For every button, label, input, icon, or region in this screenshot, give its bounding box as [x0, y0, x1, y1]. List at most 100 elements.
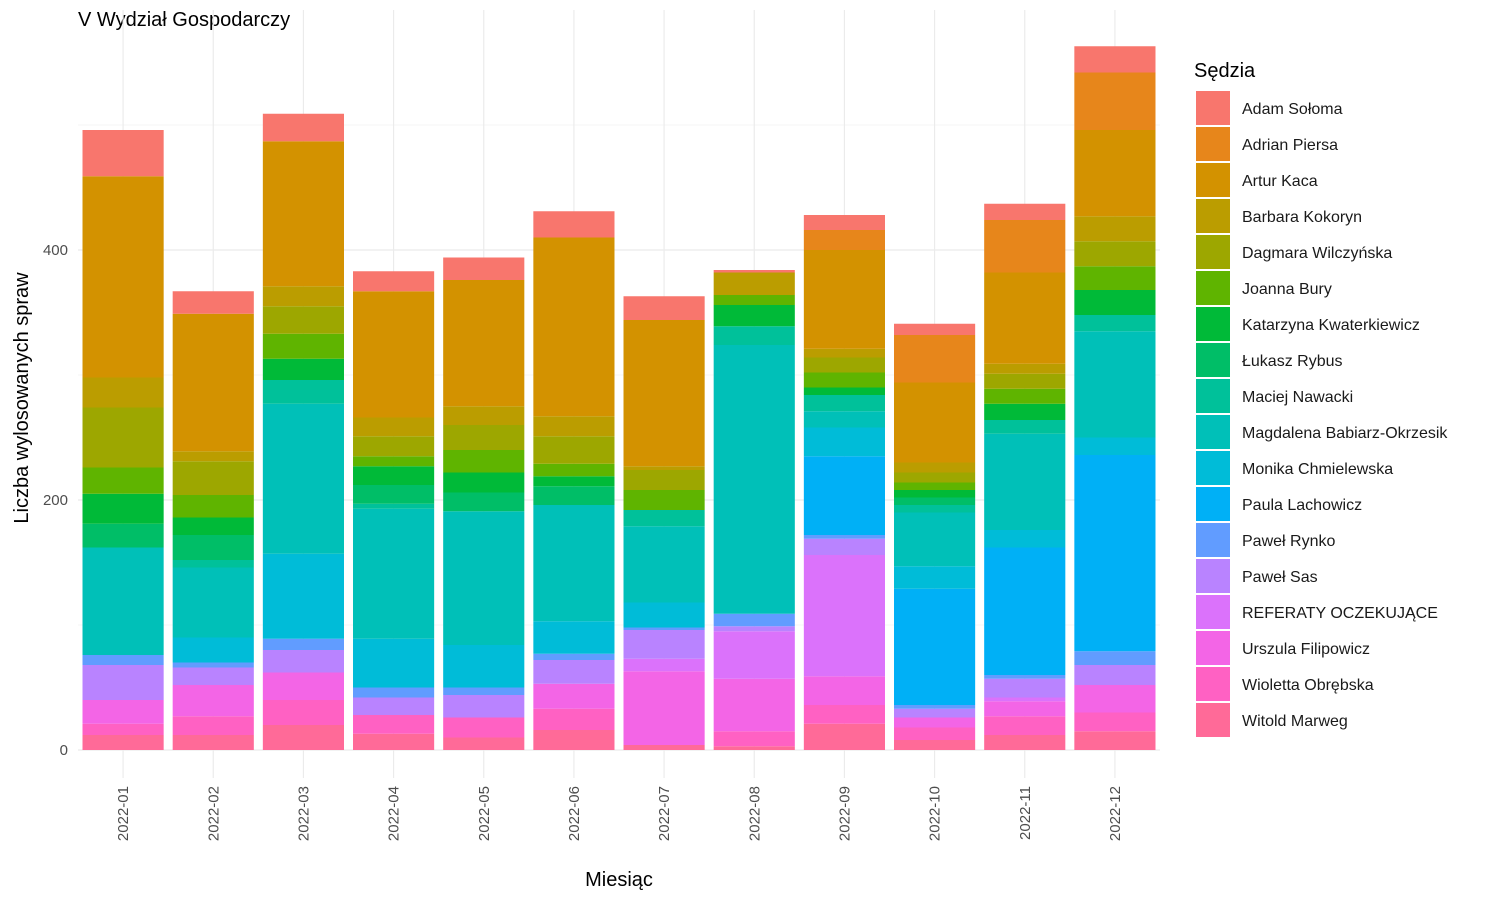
bar-segment [803, 387, 885, 395]
bar-segment [443, 450, 525, 473]
bar-segment [984, 678, 1066, 698]
bar-segment [894, 323, 976, 335]
bar-segment [1074, 685, 1156, 713]
bar-segment [262, 286, 344, 307]
bar-segment [353, 291, 435, 418]
bar-segment [713, 613, 795, 627]
bar-segment [172, 461, 254, 495]
bar-segment [894, 505, 976, 513]
bar-segment [803, 357, 885, 373]
bar-segment [533, 237, 615, 417]
bar-segment [803, 215, 885, 230]
x-tick-label: 2022-06 [566, 786, 583, 841]
bar-segment [803, 348, 885, 358]
legend-key [1196, 235, 1230, 269]
bar-segment [713, 631, 795, 679]
bar-segment [623, 745, 705, 750]
bar-segment [1074, 665, 1156, 685]
bar-segment [1074, 315, 1156, 332]
bar-segment [533, 476, 615, 487]
bar-segment [713, 305, 795, 327]
bar-segment [1074, 130, 1156, 217]
bar-segment [262, 306, 344, 334]
bar-segment [894, 740, 976, 750]
bar-segment [984, 547, 1066, 675]
bar-segment [262, 725, 344, 750]
legend-label: Adam Sołoma [1242, 101, 1343, 118]
bar-segment [894, 490, 976, 498]
legend-label: Barbara Kokoryn [1242, 209, 1362, 226]
bar-segment [353, 503, 435, 509]
bar-segment [713, 678, 795, 732]
bar-segment [443, 737, 525, 750]
bar-segment [443, 425, 525, 450]
bar-segment [894, 588, 976, 705]
bars [82, 46, 1156, 750]
legend-key [1196, 379, 1230, 413]
bar-segment [803, 676, 885, 705]
bar-segment [894, 462, 976, 473]
bar-segment [353, 687, 435, 698]
bar-segment [984, 388, 1066, 404]
legend-key [1196, 523, 1230, 557]
bar-segment [623, 630, 705, 659]
bar-segment [172, 517, 254, 535]
bar-segment [713, 295, 795, 305]
legend-key [1196, 667, 1230, 701]
legend-label: Paweł Sas [1242, 569, 1318, 586]
bar-segment [262, 141, 344, 287]
bar-segment [894, 708, 976, 718]
bar-segment [353, 508, 435, 639]
chart-title: V Wydział Gospodarczy [78, 9, 290, 31]
bar-segment [984, 203, 1066, 220]
bar-segment [623, 320, 705, 467]
bar-segment [623, 510, 705, 527]
x-tick-label: 2022-04 [386, 786, 403, 841]
bar-segment [82, 493, 164, 524]
legend-key [1196, 91, 1230, 125]
legend-key [1196, 703, 1230, 737]
legend-key [1196, 127, 1230, 161]
legend-key [1196, 163, 1230, 197]
legend-label: Witold Marweg [1242, 713, 1348, 730]
x-tick-label: 2022-02 [205, 786, 222, 841]
bar-segment [984, 403, 1066, 420]
bar-segment [172, 291, 254, 314]
legend-label: Monika Chmielewska [1242, 461, 1393, 478]
legend-key [1196, 451, 1230, 485]
bar-segment [1074, 731, 1156, 750]
bar-segment [82, 655, 164, 665]
bar-segment [82, 176, 164, 378]
bar-segment [623, 671, 705, 745]
bar-segment [533, 211, 615, 238]
bar-segment [894, 497, 976, 505]
legend-key [1196, 199, 1230, 233]
bar-segment [443, 717, 525, 738]
bar-segment [713, 270, 795, 273]
legend-key [1196, 595, 1230, 629]
legend-label: Magdalena Babiarz-Okrzesik [1242, 425, 1448, 442]
legend-label: REFERATY OCZEKUJĄCE [1242, 605, 1438, 622]
bar-segment [353, 456, 435, 467]
bar-segment [353, 638, 435, 688]
legend-key [1196, 415, 1230, 449]
legend-label: Łukasz Rybus [1242, 353, 1343, 370]
bar-segment [172, 313, 254, 452]
bar-segment [623, 466, 705, 470]
legend-label: Urszula Filipowicz [1242, 641, 1370, 658]
bar-segment [353, 417, 435, 437]
bar-segment [533, 463, 615, 477]
legend-title: Sędzia [1194, 60, 1256, 82]
bar-segment [172, 567, 254, 638]
y-tick-label: 200 [43, 492, 68, 509]
bar-segment [984, 716, 1066, 735]
legend-key [1196, 631, 1230, 665]
bar-segment [172, 495, 254, 518]
bar-segment [1074, 72, 1156, 130]
bar-segment [262, 380, 344, 404]
bar-segment [353, 271, 435, 292]
bar-segment [623, 658, 705, 672]
x-tick-label: 2022-11 [1017, 786, 1034, 840]
bar-segment [623, 526, 705, 603]
